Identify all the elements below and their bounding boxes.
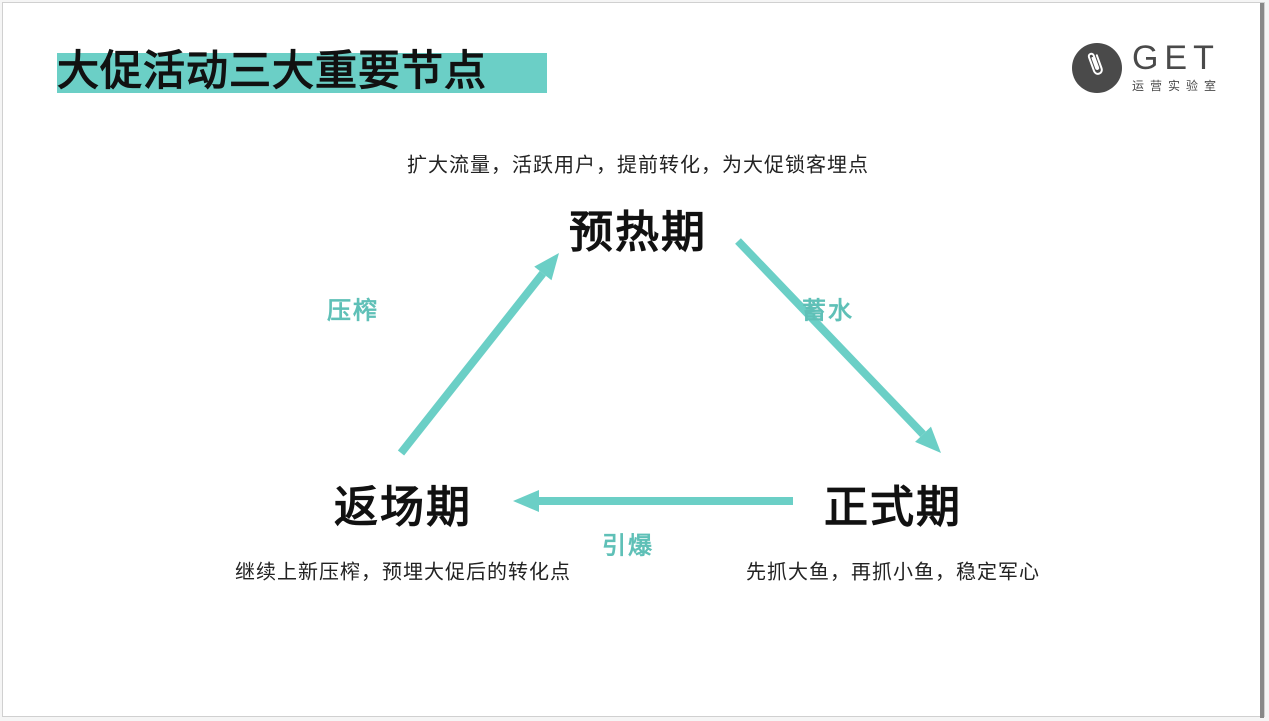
node-preheat: 预热期 (569, 196, 707, 260)
node-return: 返场期 (334, 471, 472, 535)
right-border-accent (1260, 3, 1264, 718)
node-formal: 正式期 (824, 471, 962, 535)
node-desc-preheat: 扩大流量，活跃用户，提前转化，为大促锁客埋点 (407, 149, 869, 178)
node-desc-formal: 先抓大鱼，再抓小鱼，稳定军心 (746, 556, 1040, 585)
edge-label-formal-return: 引爆 (602, 526, 654, 561)
edge-label-preheat-formal: 蓄水 (802, 291, 854, 326)
cycle-diagram-arrows (3, 3, 1266, 718)
slide: 大促活动三大重要节点 GET 运营实验室 预热期扩大流量，活跃用户，提前转化，为… (2, 2, 1265, 717)
edge-label-return-preheat: 压榨 (327, 291, 379, 326)
node-desc-return: 继续上新压榨，预埋大促后的转化点 (235, 556, 571, 585)
